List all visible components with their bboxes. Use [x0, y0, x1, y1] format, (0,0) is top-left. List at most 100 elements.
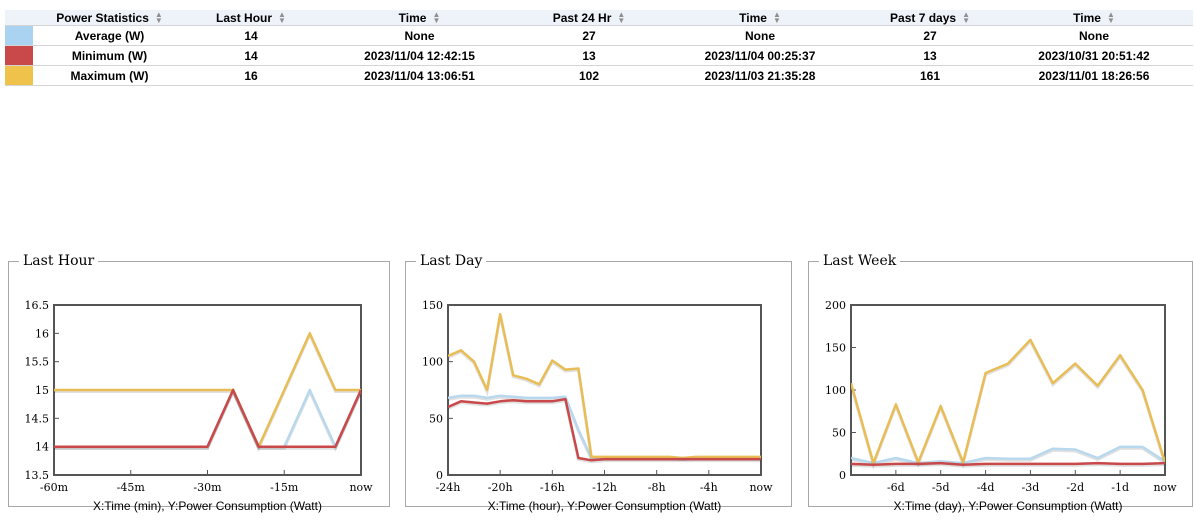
series-shadow-minimum — [54, 387, 361, 450]
row-label: Minimum (W) — [33, 45, 186, 66]
y-tick-label: 50 — [429, 412, 443, 425]
cell-time-day: 2023/11/04 00:25:37 — [655, 45, 865, 66]
x-tick-label: -60m — [40, 481, 69, 494]
x-tick-label: -30m — [193, 481, 222, 494]
sort-icon: ▲ ▼ — [432, 10, 441, 26]
x-tick-label: -4d — [977, 481, 995, 494]
series-line-minimum — [448, 397, 761, 462]
last-day-chart-panel: Last Day 0 50 100 150 -24h -20h -16h -12h -8h -4h… — [405, 253, 792, 513]
y-tick-label: 14.5 — [25, 412, 50, 425]
cell-time-week: 2023/10/31 20:51:42 — [995, 45, 1193, 66]
sort-icon: ▲ ▼ — [962, 10, 970, 26]
y-tick-label: 100 — [825, 384, 846, 397]
power-stats-table: Power Statistics ▲ ▼ Last Hour ▲ ▼ Time ▲ ▼ Pa… — [5, 10, 1193, 86]
table-header-row: Power Statistics ▲ ▼ Last Hour ▲ ▼ Time ▲ ▼ Pa… — [5, 10, 1193, 26]
x-tick-label: now — [349, 481, 373, 494]
y-tick-label: 13.5 — [25, 469, 50, 482]
sort-icon: ▲ ▼ — [617, 10, 626, 26]
x-tick-label: -24h — [436, 481, 461, 494]
y-tick-label: 15.5 — [25, 356, 50, 369]
column-header-past-7-days[interactable]: Past 7 days ▲ ▼ — [865, 10, 995, 26]
cell-time-hour: 2023/11/04 13:06:51 — [316, 65, 523, 86]
y-tick-label: 150 — [422, 299, 443, 312]
last-week-chart: 0 50 100 150 200 -6d -5d -4d -3d -2d -1d now X:Time … — [825, 299, 1177, 513]
x-tick-label: -3d — [1022, 481, 1040, 494]
x-tick-label: -4h — [700, 481, 718, 494]
column-header-power-statistics[interactable]: Power Statistics ▲ ▼ — [33, 10, 186, 26]
cell-past-7-days: 13 — [865, 45, 995, 66]
y-tick-label: 14 — [35, 441, 49, 454]
cell-time-day: None — [655, 25, 865, 46]
column-header-label: Time — [398, 10, 427, 25]
sort-icon: ▲ ▼ — [154, 10, 163, 26]
x-axis-label: X:Time (hour), Y:Power Consumption (Watt… — [488, 499, 722, 513]
column-header-last-hour[interactable]: Last Hour ▲ ▼ — [186, 10, 316, 26]
series-line-minimum — [851, 461, 1165, 467]
y-tick-label: 200 — [825, 299, 846, 312]
plot-frame — [447, 304, 762, 476]
column-header-label: Time — [1073, 10, 1101, 25]
column-header-time-hour[interactable]: Time ▲ ▼ — [316, 10, 523, 26]
y-tick-label: 0 — [436, 469, 443, 482]
cell-past-24-hr: 13 — [523, 45, 655, 66]
last-hour-chart-panel: Last Hour 13.5 14 14.5 15 15.5 16 16.5 -60m -45m… — [8, 253, 390, 513]
sort-icon: ▲ ▼ — [278, 10, 286, 26]
series-shadow-average — [851, 446, 1165, 467]
color-swatch-maximum — [5, 65, 33, 86]
cell-past-24-hr: 27 — [523, 25, 655, 46]
series-shadow-average — [448, 395, 761, 461]
x-tick-label: -15m — [270, 481, 299, 494]
sort-icon: ▲ ▼ — [1106, 10, 1115, 26]
series-line-minimum — [54, 388, 361, 448]
last-day-chart: 0 50 100 150 -24h -20h -16h -12h -8h -4h now X:Time… — [422, 299, 773, 513]
x-tick-label: -12h — [592, 481, 617, 494]
chart-title: Last Hour — [23, 253, 95, 269]
cell-last-hour: 16 — [186, 65, 316, 86]
x-tick-label: -45m — [117, 481, 146, 494]
y-tick-label: 15 — [35, 384, 49, 397]
last-week-chart-panel: Last Week 0 50 100 150 200 -6d -5d -4d -3d -2d -1d… — [808, 253, 1193, 513]
column-header-label: Past 7 days — [890, 10, 957, 25]
series-line-maximum — [851, 338, 1165, 465]
x-tick-label: -6d — [887, 481, 905, 494]
series-line-average — [54, 388, 361, 448]
color-swatch-minimum — [5, 45, 33, 66]
x-tick-label: now — [749, 481, 773, 494]
y-tick-label: 150 — [825, 342, 846, 355]
series-shadow-minimum — [851, 463, 1165, 468]
table-row-maximum: Maximum (W) 16 2023/11/04 13:06:51 102 2… — [5, 65, 1193, 86]
cell-time-hour: None — [316, 25, 523, 46]
column-header-time-day[interactable]: Time ▲ ▼ — [655, 10, 865, 26]
cell-time-hour: 2023/11/04 12:42:15 — [316, 45, 523, 66]
chart-title: Last Day — [420, 253, 483, 269]
cell-past-7-days: 27 — [865, 25, 995, 46]
cell-time-day: 2023/11/03 21:35:28 — [655, 65, 865, 86]
row-label: Maximum (W) — [33, 65, 186, 86]
cell-time-week: None — [995, 25, 1193, 46]
column-header-label: Power Statistics — [56, 10, 149, 25]
series-line-maximum — [54, 332, 361, 448]
cell-past-7-days: 161 — [865, 65, 995, 86]
series-line-maximum — [448, 312, 761, 460]
series-shadow-maximum — [54, 331, 361, 452]
y-tick-label: 50 — [832, 427, 846, 440]
column-header-past-24-hr[interactable]: Past 24 Hr ▲ ▼ — [523, 10, 655, 26]
chart-title: Last Week — [823, 253, 897, 269]
cell-past-24-hr: 102 — [523, 65, 655, 86]
x-tick-label: -16h — [540, 481, 565, 494]
series-line-average — [851, 445, 1165, 465]
x-tick-label: -5d — [932, 481, 950, 494]
column-header-label: Last Hour — [216, 10, 273, 25]
x-tick-label: -2d — [1066, 481, 1084, 494]
y-tick-label: 100 — [422, 356, 443, 369]
x-axis-label: X:Time (day), Y:Power Consumption (Watt) — [894, 499, 1123, 513]
column-header-time-week[interactable]: Time ▲ ▼ — [995, 10, 1193, 26]
color-swatch-average — [5, 25, 33, 46]
x-tick-label: -1d — [1111, 481, 1129, 494]
cell-time-week: 2023/11/01 18:26:56 — [995, 65, 1193, 86]
y-tick-label: 16.5 — [25, 299, 50, 312]
row-label: Average (W) — [33, 25, 186, 46]
table-row-minimum: Minimum (W) 14 2023/11/04 12:42:15 13 20… — [5, 45, 1193, 66]
swatch-header — [5, 10, 33, 26]
x-tick-label: now — [1153, 481, 1177, 494]
